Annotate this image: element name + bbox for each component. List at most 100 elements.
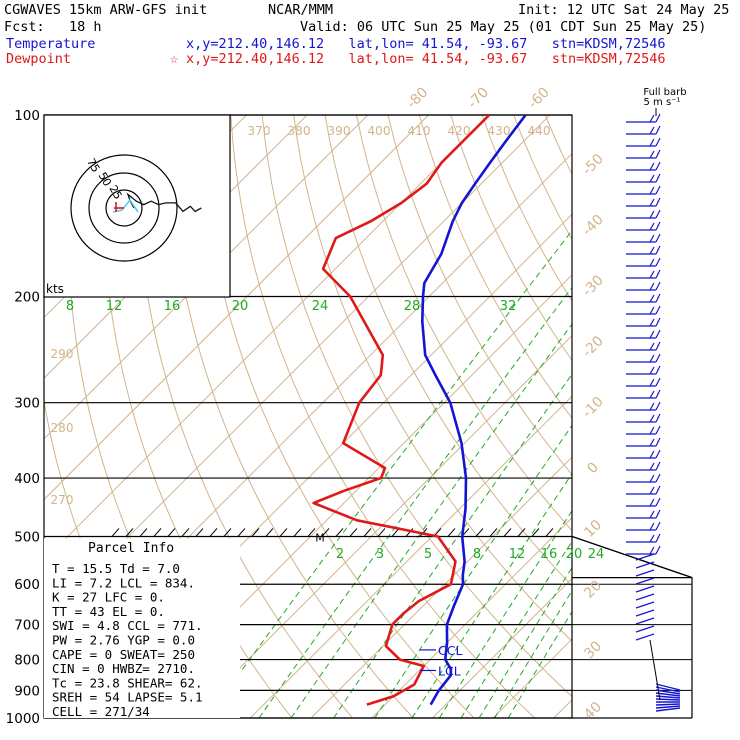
- wind-barb-flag: [649, 438, 655, 447]
- wind-barb-flag: [655, 545, 661, 555]
- freezing-hatch: [391, 528, 400, 537]
- parcel-info-row: K = 27 LFC = 0.: [52, 590, 165, 605]
- freezing-hatch: [153, 528, 162, 537]
- isotherm-line: [249, 395, 572, 718]
- dry-adiabat-line: [734, 115, 740, 718]
- freezing-hatch: [531, 528, 540, 537]
- dry-adiabat-line: [418, 115, 572, 419]
- freezing-hatch: [405, 528, 414, 537]
- wind-barb-flag: [649, 498, 655, 507]
- wind-panel-subtitle: 5 m s⁻¹: [644, 97, 681, 108]
- wind-barb-flag: [655, 485, 661, 495]
- isotherm-label: -60: [525, 84, 552, 111]
- wind-barb-flag: [649, 138, 655, 147]
- freezing-hatch: [489, 528, 498, 537]
- wind-barb-staff: [655, 692, 681, 697]
- isotherm-label: 40: [581, 699, 605, 723]
- dry-adiabat-line: [671, 115, 740, 718]
- wind-panel-title: Full barb: [643, 87, 686, 98]
- wind-barb-flag: [655, 245, 661, 255]
- wind-barb-flag: [655, 389, 661, 399]
- isotherm-line: [371, 517, 572, 718]
- wind-barb-flag: [655, 305, 661, 315]
- wind-barb-staff: [635, 561, 655, 569]
- mixing-ratio-label: 20: [232, 299, 249, 314]
- wind-barb-flag: [649, 510, 655, 519]
- wind-barb-flag: [649, 390, 655, 399]
- wind-barb-flag: [655, 281, 661, 291]
- freezing-hatch: [209, 528, 218, 537]
- parcel-info-title: Parcel Info: [88, 541, 174, 556]
- hodograph-frame: [43, 114, 231, 298]
- parcel-info-row: T = 15.5 Td = 7.0: [52, 561, 180, 576]
- wind-barb-flag: [655, 329, 661, 339]
- freezing-hatch: [545, 528, 554, 537]
- wind-barb-flag: [655, 437, 661, 447]
- dry-adiabat-line: [167, 115, 414, 718]
- wind-barb-flag: [649, 198, 655, 207]
- isotherm-label: -40: [579, 212, 606, 239]
- dewpoint-marker-icon: ☆: [170, 51, 178, 67]
- wind-barb-flag: [655, 521, 661, 531]
- hodograph-trace: [126, 192, 202, 213]
- freezing-hatch: [195, 528, 204, 537]
- freezing-hatch: [279, 528, 288, 537]
- parcel-info-row: TT = 43 EL = 0.: [52, 604, 165, 619]
- parcel-info-row: SREH = 54 LAPSE= 5.1: [52, 690, 203, 705]
- mixing-ratio-line: [374, 424, 572, 718]
- mixing-ratio-label: 20: [566, 547, 583, 562]
- mixing-ratio-label: 12: [509, 547, 526, 562]
- isotherm-line: [310, 456, 572, 718]
- wind-barb-flag: [649, 258, 655, 267]
- wind-barb-flag: [649, 450, 655, 459]
- dry-adiabat-line: [481, 115, 572, 302]
- wind-barb-flag: [649, 342, 655, 351]
- wind-barb-flag: [649, 546, 655, 555]
- freezing-hatch: [125, 528, 134, 537]
- wind-barb-staff: [635, 633, 655, 641]
- freezing-hatch: [181, 528, 190, 537]
- wind-barb-flag: [649, 282, 655, 291]
- dry-adiabat-line: [450, 115, 572, 362]
- isotherm-line: [44, 115, 369, 440]
- adiabat-label: 410: [408, 124, 431, 138]
- freezing-hatch: [447, 528, 456, 537]
- wind-barb-staff: [635, 585, 655, 593]
- wind-barb-staff: [655, 686, 681, 693]
- wind-barb-staff: [635, 577, 655, 585]
- wind-barb-staff: [655, 707, 681, 712]
- wind-barb-flag: [655, 113, 661, 123]
- mixing-ratio-line: [507, 610, 572, 718]
- wind-barb-staff: [635, 601, 655, 609]
- wind-barb-flag: [655, 209, 661, 219]
- adiabat-label: 280: [51, 421, 74, 435]
- wind-barb-flag: [649, 270, 655, 279]
- wind-barb-flag: [655, 533, 661, 543]
- freezing-hatch: [335, 528, 344, 537]
- wind-barb-flag: [655, 365, 661, 375]
- freezing-hatch: [265, 528, 274, 537]
- forecast-hour: Fcst: 18 h: [4, 19, 102, 35]
- mixing-ratio-label: 2: [336, 547, 344, 562]
- dewpoint-profile: [312, 115, 491, 706]
- freezing-hatch: [307, 528, 316, 537]
- wind-barb-flag: [655, 401, 661, 411]
- wind-barb-flag: [655, 269, 661, 279]
- adiabat-label: 400: [368, 124, 391, 138]
- wind-barb-flag: [649, 534, 655, 543]
- isotherm-label: -80: [404, 84, 431, 111]
- freezing-hatch: [251, 528, 260, 537]
- dry-adiabat-line: [387, 115, 572, 476]
- wind-barb-flag: [649, 474, 655, 483]
- wind-barb-flag: [655, 461, 661, 471]
- isotherm-label: 10: [581, 517, 605, 541]
- wind-barb-flag: [649, 114, 655, 123]
- freezing-hatch: [517, 528, 526, 537]
- wind-barb-flag: [655, 509, 661, 519]
- parcel-info-row: LI = 7.2 LCL = 834.: [52, 575, 195, 590]
- wind-barb-flag: [655, 341, 661, 351]
- dewpoint-legend: Dewpoint: [6, 51, 71, 67]
- wind-barb-flag: [655, 317, 661, 327]
- mixing-ratio-label: 5: [424, 547, 432, 562]
